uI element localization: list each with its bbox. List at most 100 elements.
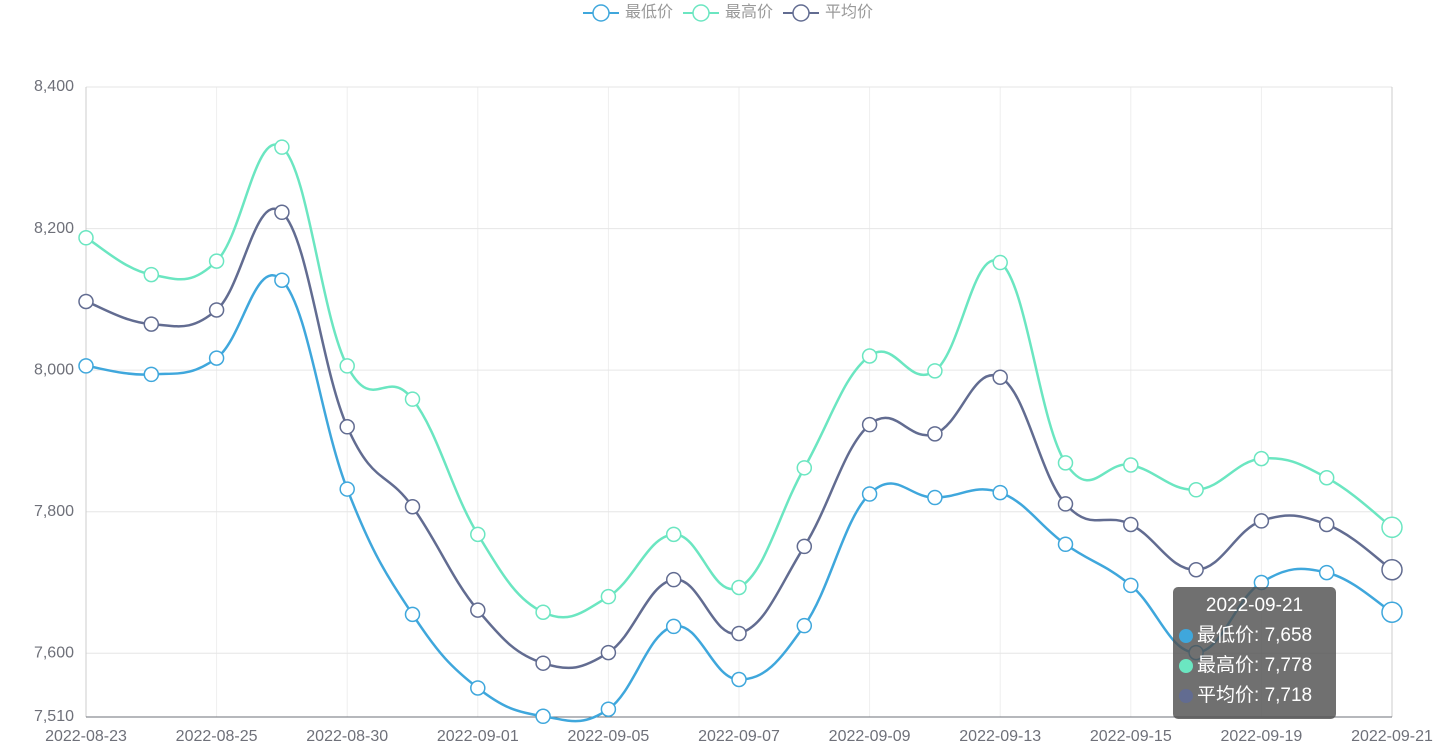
data-point [339,419,355,435]
x-tick-label: 2022-09-05 [567,728,649,745]
data-point [861,486,878,502]
tooltip-value: 7,718 [1264,685,1313,706]
data-point [339,481,355,497]
tooltip-title: 2022-09-21 [1205,595,1304,616]
data-point [208,253,225,269]
data-point [927,363,943,379]
tooltip-row: 最高价7,778 [1173,651,1336,681]
legend-text: 最高价 [725,3,773,21]
data-point [731,625,747,642]
tooltip-series-name: 平均价 [1197,681,1265,711]
data-point [1253,513,1270,529]
x-tick-label: 2022-08-25 [176,728,258,745]
data-point [665,571,682,588]
data-point [1188,562,1204,578]
data-point [992,254,1008,271]
data-point [1381,601,1403,623]
x-tick-label: 2022-09-01 [437,728,519,745]
data-point [665,618,682,635]
legend-icon [692,4,710,22]
data-point [143,366,160,383]
data-point [470,526,486,543]
tooltip-dot [1179,629,1193,643]
data-point [78,293,94,310]
data-point [274,272,290,288]
y-tick-label: 8,400 [34,78,74,95]
data-point [731,671,747,688]
data-point [992,369,1008,385]
x-tick-label: 2022-08-30 [306,728,388,745]
data-point [1318,564,1335,581]
x-tick-label: 2022-09-19 [1220,728,1302,745]
data-point [600,701,617,717]
x-tick-label: 2022-09-21 [1351,728,1433,745]
data-point [861,348,878,364]
data-point [927,489,943,506]
tooltip-dot [1179,689,1193,703]
data-point [470,680,486,696]
data-point [1057,455,1074,471]
data-point [600,644,617,661]
data-point [274,139,290,155]
data-point [274,204,290,221]
tooltip-row: 最低价7,658 [1173,621,1336,651]
x-tick-label: 2022-08-23 [45,728,127,745]
data-point [470,602,486,618]
data-point [535,655,551,671]
data-point [665,526,682,543]
data-point [1123,457,1139,473]
legend-text: 平均价 [825,3,873,21]
data-point [1381,559,1403,581]
tooltip-row: 平均价7,718 [1173,681,1336,711]
y-tick-label: 8,000 [34,361,74,378]
legend-item[interactable]: 最低价 [583,3,673,22]
series-line [85,207,1393,670]
data-point [1188,482,1204,498]
y-tick-label: 7,510 [34,708,74,725]
data-point [78,230,94,246]
legend-text: 最低价 [625,3,673,21]
x-tick-label: 2022-09-07 [698,728,780,745]
series-line [85,274,1393,723]
data-point [1057,496,1074,512]
data-point [1318,469,1335,486]
data-point [796,460,813,476]
x-tick-label: 2022-09-15 [1090,728,1172,745]
data-point [404,391,421,407]
data-point [600,588,617,605]
tooltip-value: 7,658 [1264,625,1313,646]
y-tick-label: 7,600 [34,645,74,662]
legend-item[interactable]: 最高价 [683,3,773,22]
tooltip-dot [1179,659,1193,673]
data-point [535,708,551,725]
y-tick-label: 7,800 [34,503,74,520]
data-point [1318,516,1335,533]
x-tick-label: 2022-09-13 [959,728,1041,745]
data-point [535,604,551,620]
legend-item[interactable]: 平均价 [783,3,873,22]
data-point [861,416,878,433]
data-point [796,617,813,634]
data-point [78,358,94,374]
tooltip: 2022-09-21最低价7,658最高价7,778平均价7,718 [1173,587,1336,719]
tooltip-value: 7,778 [1264,655,1313,676]
tooltip-series-name: 最低价 [1197,621,1265,651]
data-point [404,606,421,623]
tooltip-series-name: 最高价 [1197,651,1265,681]
data-point [731,579,747,596]
data-point [1123,577,1139,594]
legend-icon [792,4,810,22]
data-point [1381,516,1403,539]
data-point [1253,450,1270,467]
x-tick-label: 2022-09-09 [829,728,911,745]
data-point [143,266,160,283]
data-point [208,302,225,318]
data-point [927,426,943,442]
data-point [208,350,225,366]
data-point [404,499,421,515]
data-point [992,484,1008,501]
data-point [339,358,355,374]
legend-icon [592,4,610,22]
